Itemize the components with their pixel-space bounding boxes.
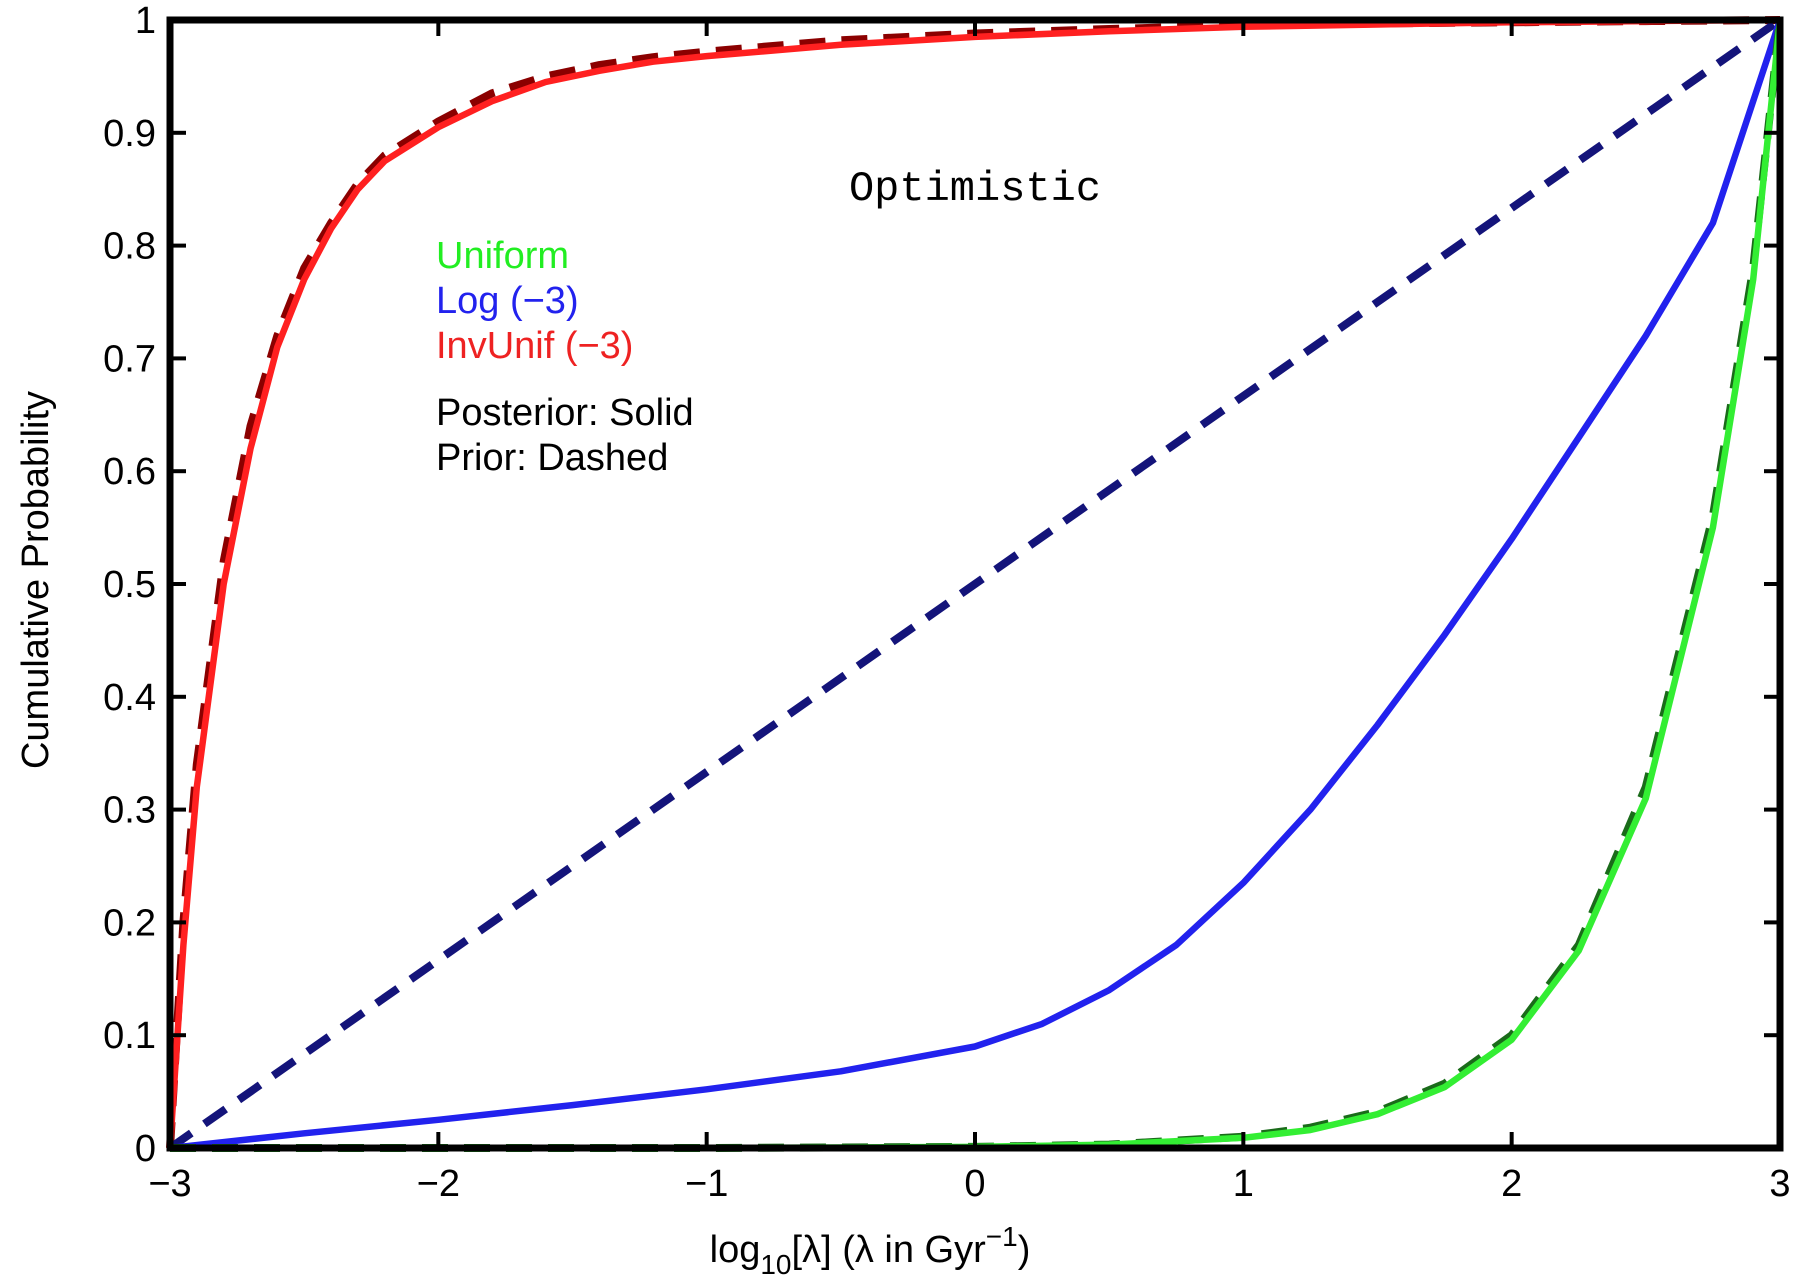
x-tick-label-4: 1: [1233, 1163, 1254, 1205]
x-tick-label-3: 0: [964, 1163, 985, 1205]
ticks-layer: [168, 18, 1782, 1150]
y-tick-label-4: 0.4: [103, 677, 156, 719]
y-tick-label-0: 0: [135, 1128, 156, 1170]
y-tick-label-2: 0.2: [103, 902, 156, 944]
y-tick-label-10: 1: [135, 0, 156, 42]
y-tick-label-6: 0.6: [103, 451, 156, 493]
x-tick-label-6: 3: [1769, 1163, 1790, 1205]
legend-note-posterior: Posterior: Solid: [436, 392, 694, 434]
legend: Uniform Log (−3) InvUnif (−3) Posterior:…: [436, 235, 694, 479]
y-axis-label: Cumulative Probability: [15, 391, 57, 769]
y-tick-label-7: 0.7: [103, 338, 156, 380]
y-tick-label-3: 0.3: [103, 790, 156, 832]
x-axis-label: log10[λ] (λ in Gyr−1): [710, 1221, 1031, 1280]
x-axis-label-sub: 10: [760, 1249, 791, 1280]
x-tick-label-5: 2: [1501, 1163, 1522, 1205]
y-tick-label-5: 0.5: [103, 564, 156, 606]
tick-labels-layer: −3 −2 −1 0 1 2 3 0 0.1 0.2 0.3 0.4 0.5 0.6 0.7 0.8 0.9 1: [103, 0, 1790, 1205]
chart-annotation: Optimistic: [849, 165, 1101, 213]
y-tick-label-8: 0.8: [103, 226, 156, 268]
x-tick-label-1: −2: [417, 1163, 460, 1205]
x-tick-label-2: −1: [685, 1163, 728, 1205]
series-line-2-dashed: [167, 16, 1783, 1152]
y-tick-label-9: 0.9: [103, 113, 156, 155]
series-line-3-solid: [169, 18, 1784, 1152]
legend-note-prior: Prior: Dashed: [436, 437, 668, 479]
legend-entry-log: Log (−3): [436, 280, 579, 322]
legend-entry-invunif: InvUnif (−3): [436, 325, 633, 367]
x-axis-label-prefix: log: [710, 1229, 761, 1271]
legend-entry-uniform: Uniform: [436, 235, 569, 277]
series-line-1-solid: [166, 16, 1781, 1149]
x-axis-label-suffix: ): [1018, 1229, 1031, 1271]
x-axis-label-mid: [λ] (λ in Gyr: [792, 1229, 987, 1271]
x-tick-label-0: −3: [148, 1163, 191, 1205]
y-tick-label-1: 0.1: [103, 1015, 156, 1057]
series-layer: [166, 16, 1784, 1152]
x-axis-label-sup: −1: [986, 1221, 1018, 1252]
